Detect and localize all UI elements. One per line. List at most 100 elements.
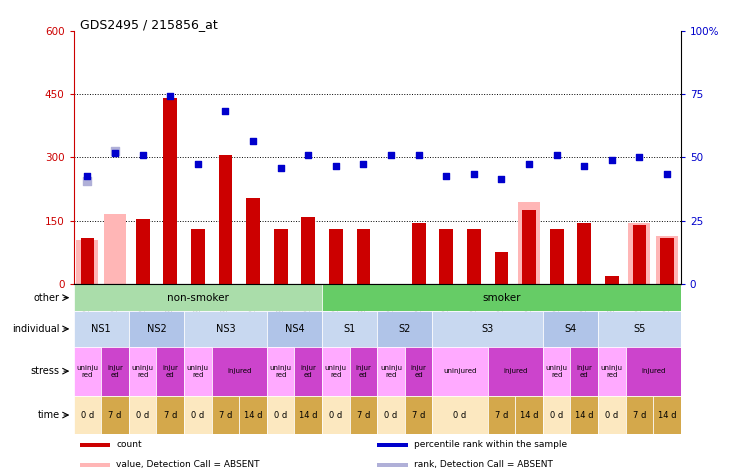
Text: uninju
red: uninju red [132, 365, 154, 378]
Point [164, 92, 176, 100]
Bar [598, 396, 626, 435]
Point [137, 152, 149, 159]
Text: uninju
red: uninju red [325, 365, 347, 378]
Bar [495, 253, 509, 284]
Bar [79, 443, 110, 447]
Bar [157, 346, 184, 396]
Point [82, 177, 93, 184]
Bar [522, 210, 536, 284]
Text: 0 d: 0 d [329, 410, 342, 419]
Text: injured: injured [503, 368, 528, 374]
Bar [626, 396, 654, 435]
Text: count: count [116, 440, 142, 449]
Text: 0 d: 0 d [81, 410, 94, 419]
Bar [405, 396, 433, 435]
Text: time: time [38, 410, 60, 420]
Bar [135, 219, 149, 284]
Bar [184, 396, 212, 435]
Text: 7 d: 7 d [219, 410, 232, 419]
Point [606, 156, 618, 164]
Bar [598, 311, 681, 346]
Text: S2: S2 [399, 324, 411, 334]
Bar [294, 346, 322, 396]
Bar [322, 284, 681, 311]
Text: non-smoker: non-smoker [167, 292, 229, 303]
Point [385, 152, 397, 159]
Bar [246, 198, 260, 284]
Text: stress: stress [31, 366, 60, 376]
Point [109, 149, 121, 157]
Text: 0 d: 0 d [550, 410, 563, 419]
Bar [184, 311, 266, 346]
Bar [212, 396, 239, 435]
Text: 0 d: 0 d [136, 410, 149, 419]
Bar [411, 223, 425, 284]
Bar [191, 229, 205, 284]
Bar [102, 346, 129, 396]
Bar [433, 346, 487, 396]
Bar [322, 396, 350, 435]
Point [302, 152, 314, 159]
Bar [350, 346, 378, 396]
Text: injur
ed: injur ed [300, 365, 316, 378]
Text: NS1: NS1 [91, 324, 111, 334]
Bar [80, 237, 94, 284]
Bar [656, 236, 678, 284]
Bar [266, 311, 322, 346]
Text: 14 d: 14 d [575, 410, 593, 419]
Bar [77, 240, 99, 284]
Text: 7 d: 7 d [633, 410, 646, 419]
Bar [74, 346, 102, 396]
Point [219, 107, 231, 115]
Point [358, 160, 369, 168]
Bar [626, 346, 681, 396]
Point [551, 152, 562, 159]
Bar [467, 229, 481, 284]
Bar [102, 396, 129, 435]
Text: injur
ed: injur ed [576, 365, 592, 378]
Bar [266, 346, 294, 396]
Bar [543, 311, 598, 346]
Text: rank, Detection Call = ABSENT: rank, Detection Call = ABSENT [414, 460, 553, 469]
Bar [239, 396, 267, 435]
Point [330, 162, 342, 170]
Text: injur
ed: injur ed [411, 365, 427, 378]
Bar [219, 155, 233, 284]
Text: 0 d: 0 d [191, 410, 205, 419]
Point [82, 173, 93, 180]
Point [661, 171, 673, 178]
Point [413, 152, 425, 159]
Bar [518, 202, 540, 284]
Text: 14 d: 14 d [244, 410, 262, 419]
Bar [157, 396, 184, 435]
Bar [356, 229, 370, 284]
Bar [184, 346, 212, 396]
Bar [104, 215, 126, 284]
Text: uninju
red: uninju red [380, 365, 402, 378]
Bar [632, 225, 646, 284]
Text: 0 d: 0 d [384, 410, 397, 419]
Text: 7 d: 7 d [357, 410, 370, 419]
Text: injured: injured [227, 368, 252, 374]
Bar [515, 396, 543, 435]
Text: other: other [34, 292, 60, 303]
Bar [550, 229, 564, 284]
Bar [274, 229, 288, 284]
Text: 7 d: 7 d [412, 410, 425, 419]
Text: 7 d: 7 d [163, 410, 177, 419]
Point [634, 154, 645, 161]
Bar [439, 229, 453, 284]
Bar [129, 396, 156, 435]
Bar [129, 346, 156, 396]
Text: uninju
red: uninju red [545, 365, 567, 378]
Point [495, 175, 507, 182]
Bar [405, 346, 433, 396]
Text: 14 d: 14 d [658, 410, 676, 419]
Bar [378, 346, 405, 396]
Text: GDS2495 / 215856_at: GDS2495 / 215856_at [79, 18, 217, 31]
Bar [487, 396, 515, 435]
Text: uninju
red: uninju red [77, 365, 99, 378]
Bar [605, 276, 619, 284]
Bar [577, 223, 591, 284]
Text: S1: S1 [344, 324, 355, 334]
